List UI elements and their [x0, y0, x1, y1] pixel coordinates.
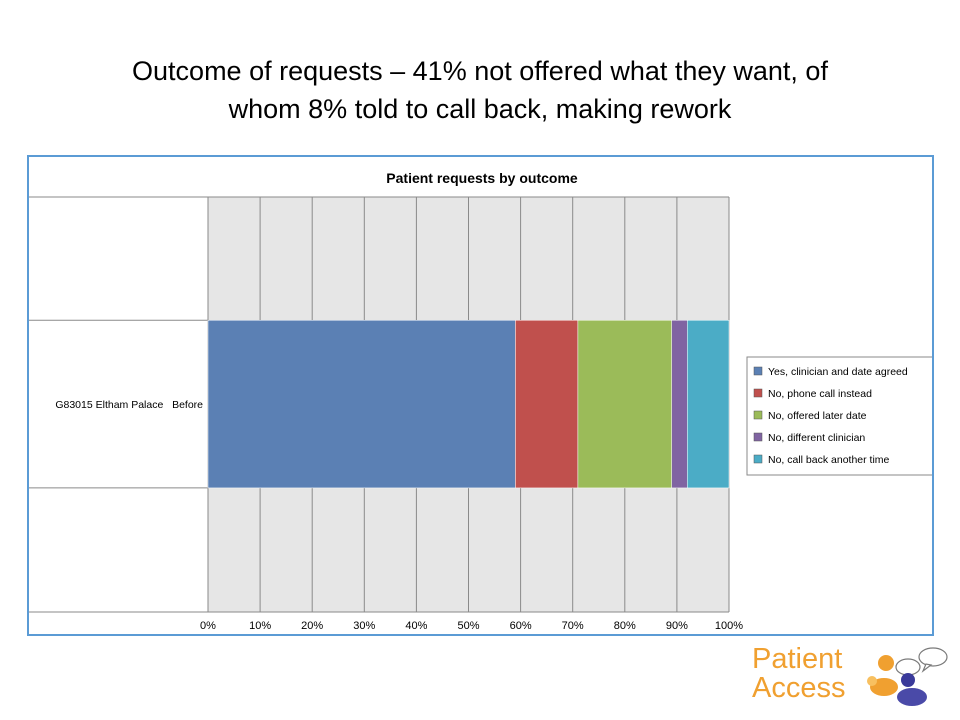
logo-text-line-2: Access — [752, 672, 846, 704]
chart-category-labels: G83015 Eltham Palace Before — [55, 399, 203, 411]
x-tick-label: 100% — [715, 620, 743, 632]
bar-segment — [207, 320, 516, 489]
legend-swatch — [753, 432, 763, 442]
slide-title-line-1: Outcome of requests – 41% not offered wh… — [132, 56, 828, 86]
category-label: G83015 Eltham Palace Before — [55, 399, 203, 411]
bar-segment — [671, 320, 688, 489]
chart-legend: Yes, clinician and date agreed No, phone … — [746, 356, 932, 476]
x-tick-label: 80% — [614, 620, 636, 632]
x-tick-label: 0% — [200, 620, 216, 632]
logo-text: Patient Access — [752, 645, 845, 703]
x-tick-label: 10% — [249, 620, 271, 632]
chart-frame: Patient requests by outcome G83015 Eltha… — [27, 155, 934, 636]
x-tick-label: 30% — [353, 620, 375, 632]
x-tick-label: 40% — [405, 620, 427, 632]
chart-x-axis-ticks: 0% 10% 20% 30% 40% 50% 60% 70% 80% 90% 100% — [200, 620, 743, 632]
logo-text-line-1: Patient — [752, 643, 843, 675]
chart-bars — [207, 320, 730, 489]
slide-title-line-2: whom 8% told to call back, making rework — [228, 94, 732, 124]
chart-title: Patient requests by outcome — [386, 170, 578, 186]
legend-label: No, call back another time — [768, 454, 890, 466]
x-tick-label: 60% — [510, 620, 532, 632]
slide-title: Outcome of requests – 41% not offered wh… — [30, 52, 930, 128]
legend-box — [746, 356, 932, 476]
legend-label: No, different clinician — [768, 432, 865, 444]
x-tick-label: 70% — [562, 620, 584, 632]
bar-segment — [577, 320, 672, 489]
x-tick-label: 50% — [457, 620, 479, 632]
legend-swatch — [753, 366, 763, 376]
speech-bubble-people-icon — [867, 647, 948, 706]
patient-access-logo: Patient Access — [752, 645, 948, 717]
legend-swatch — [753, 454, 763, 464]
bar-segment — [515, 320, 579, 489]
bar-segment — [687, 320, 730, 489]
legend-label: No, offered later date — [768, 410, 867, 422]
x-tick-label: 20% — [301, 620, 323, 632]
legend-swatch — [753, 388, 763, 398]
legend-swatch — [753, 410, 763, 420]
x-tick-label: 90% — [666, 620, 688, 632]
legend-label: Yes, clinician and date agreed — [768, 366, 908, 378]
stacked-bar-chart: Patient requests by outcome G83015 Eltha… — [29, 157, 932, 634]
legend-label: No, phone call instead — [768, 388, 872, 400]
